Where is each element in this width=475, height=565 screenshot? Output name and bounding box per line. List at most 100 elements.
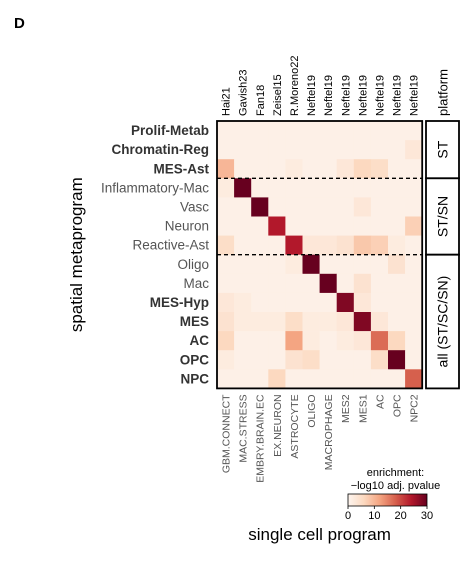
heatmap-cell — [388, 121, 406, 141]
column-label: AC — [374, 394, 386, 409]
top-labels: Hai21 Gavish23 Fan18 Zeisel15 R.Moreno22 Neft… — [221, 55, 421, 116]
heatmap-cell — [319, 197, 337, 217]
heatmap-cell — [302, 292, 320, 313]
top-label: Hai21 — [221, 87, 233, 116]
heatmap-cell — [234, 292, 252, 313]
top-label: R.Moreno22 — [289, 55, 301, 116]
heatmap-cell — [217, 235, 235, 255]
heatmap-cell — [251, 121, 269, 141]
heatmap-cell — [234, 350, 252, 370]
heatmap-cell — [319, 216, 337, 236]
heatmap-cell — [285, 178, 303, 198]
heatmap-cell — [268, 273, 286, 294]
heatmap-cell — [268, 197, 286, 217]
panel-label: D — [14, 15, 25, 32]
heatmap-cell — [234, 254, 252, 275]
heatmap-cell — [336, 350, 355, 370]
row-label: Chromatin-Reg — [112, 142, 210, 157]
heatmap-cell — [405, 216, 423, 236]
row-label: Prolif-Metab — [131, 123, 209, 138]
heatmap-cell — [302, 350, 320, 370]
heatmap-cell — [217, 140, 235, 160]
heatmap-cell — [234, 216, 252, 236]
heatmap-cell — [268, 350, 286, 370]
heatmap-cell — [336, 312, 355, 332]
heatmap-cell — [302, 312, 320, 332]
heatmap-border — [216, 120, 424, 390]
colorbar-tick-label: 0 — [345, 510, 351, 522]
platform-header: platform — [436, 69, 451, 116]
heatmap-cell — [388, 273, 406, 294]
heatmap-cell — [319, 121, 337, 141]
heatmap-cell — [217, 216, 235, 236]
heatmap-cell — [251, 331, 269, 351]
heatmap-cell — [285, 235, 303, 255]
column-labels: GBM.CONNECT MAC.STRESS EMBRY.BRAIN.EC EX.NE… — [221, 394, 421, 483]
heatmap-cell — [217, 254, 235, 275]
heatmap-cell — [319, 235, 337, 255]
heatmap-cell — [285, 312, 303, 332]
row-label: NPC — [180, 371, 209, 386]
heatmap-cell — [370, 140, 389, 160]
heatmap-cell — [302, 216, 320, 236]
heatmap-cells — [217, 121, 423, 389]
heatmap-cell — [234, 331, 252, 351]
heatmap-cell — [268, 369, 286, 389]
heatmap-cell — [268, 140, 286, 160]
heatmap-cell — [234, 159, 252, 179]
heatmap-cell — [336, 197, 355, 217]
row-label: Inflammatory-Mac — [101, 180, 209, 195]
row-label: AC — [190, 333, 210, 348]
column-label: OLIGO — [306, 394, 318, 427]
heatmap-cell — [388, 292, 406, 313]
heatmap-cell — [217, 369, 235, 389]
heatmap-cell — [319, 140, 337, 160]
heatmap-cell — [405, 312, 423, 332]
row-labels: Prolif-Metab Chromatin-Reg MES-Ast Inflamma… — [101, 123, 210, 386]
heatmap-cell — [285, 216, 303, 236]
heatmap-cell — [268, 312, 286, 332]
heatmap-cell — [217, 159, 235, 179]
heatmap-cell — [370, 312, 389, 332]
heatmap-cell — [234, 312, 252, 332]
row-label: Neuron — [165, 219, 209, 234]
heatmap-cell — [319, 292, 337, 313]
heatmap-cell — [405, 331, 423, 351]
column-label: MAC.STRESS — [238, 394, 250, 462]
heatmap-cell — [370, 369, 389, 389]
heatmap-cell — [251, 312, 269, 332]
top-label: Neftel19 — [306, 75, 318, 116]
heatmap-cell — [353, 197, 372, 217]
heatmap-cell — [353, 140, 372, 160]
heatmap-cell — [336, 235, 355, 255]
heatmap-cell — [370, 273, 389, 294]
heatmap-cell — [302, 197, 320, 217]
top-label: Neftel19 — [392, 75, 404, 116]
colorbar-title-line1: enrichment: — [367, 467, 424, 479]
heatmap-cell — [336, 273, 355, 294]
platform-group-label: all (ST/SC/SN) — [435, 276, 451, 368]
heatmap-cell — [388, 178, 406, 198]
heatmap-cell — [251, 369, 269, 389]
heatmap-cell — [285, 369, 303, 389]
heatmap-cell — [268, 121, 286, 141]
heatmap-cell — [302, 273, 320, 294]
heatmap-cell — [388, 216, 406, 236]
heatmap-cell — [336, 331, 355, 351]
heatmap-cell — [251, 254, 269, 275]
heatmap-cell — [370, 235, 389, 255]
row-label: OPC — [180, 352, 210, 367]
column-label: ASTROCYTE — [289, 394, 301, 458]
heatmap-cell — [336, 369, 355, 389]
heatmap-cell — [370, 254, 389, 275]
heatmap-cell — [302, 159, 320, 179]
heatmap-cell — [370, 331, 389, 351]
colorbar-legend: enrichment: −log10 adj. pvalue 0 10 20 30 — [345, 467, 440, 522]
heatmap-cell — [353, 292, 372, 313]
platform-group-box — [425, 253, 460, 390]
heatmap-cell — [251, 140, 269, 160]
colorbar-ticks: 0 10 20 30 — [345, 506, 433, 522]
colorbar-tick-label: 30 — [421, 510, 433, 522]
heatmap-cell — [217, 292, 235, 313]
heatmap-cell — [319, 159, 337, 179]
